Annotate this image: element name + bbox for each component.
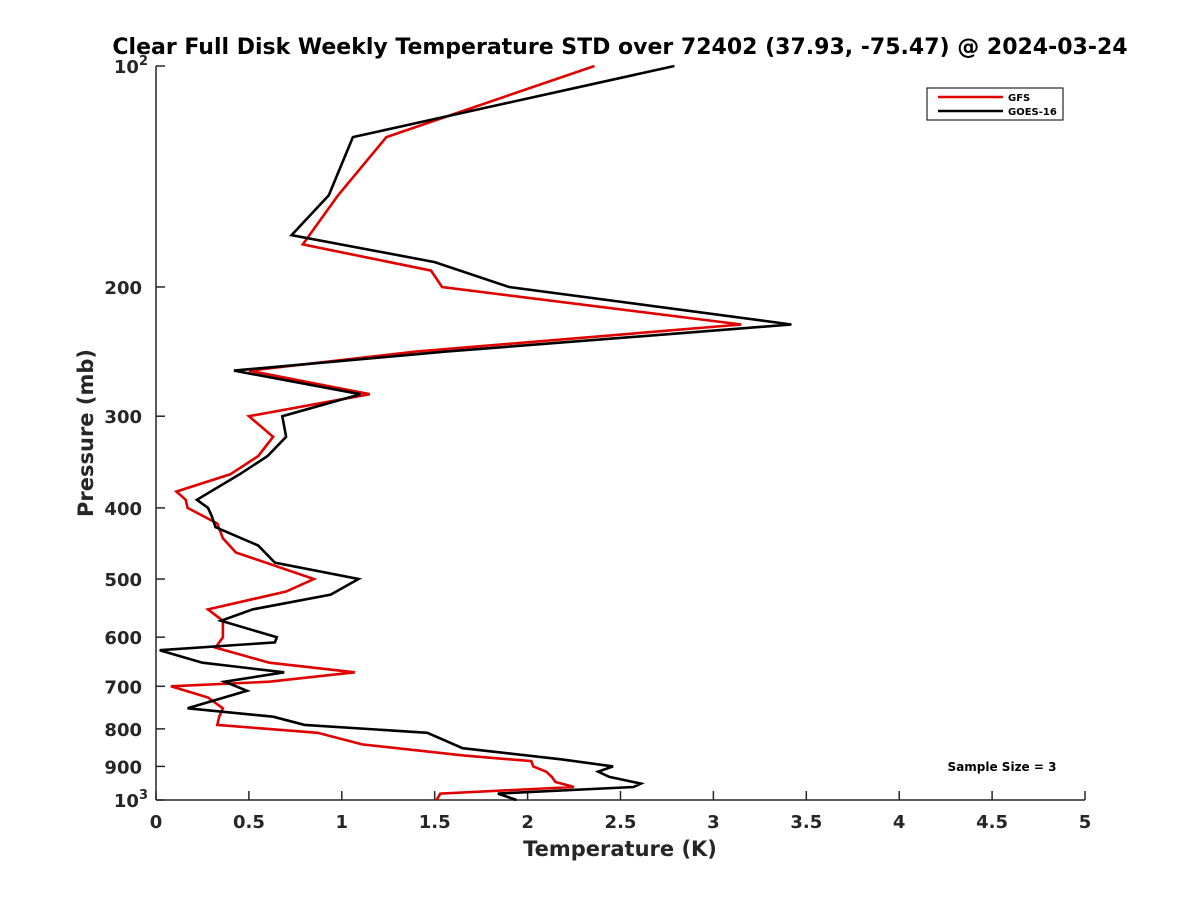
- legend-label-gfs: GFS: [1008, 93, 1030, 104]
- y-tick-label: 700: [104, 677, 142, 698]
- series-line-gfs: [170, 64, 742, 801]
- legend: GFS GOES-16: [926, 87, 1064, 121]
- series-line-goes-16: [159, 64, 792, 802]
- x-tick-label: 1: [336, 812, 349, 833]
- x-tick-label: 4: [893, 812, 906, 833]
- x-axis-label: Temperature (K): [523, 837, 717, 861]
- x-tick-label: 2: [521, 812, 534, 833]
- y-ticks: 102 200 300 400 500 600 700 800 900 103: [104, 54, 165, 812]
- x-tick-label: 4.5: [976, 812, 1008, 833]
- plot-area: 0 0.5 1 1.5 2 2.5 3 3.5 4 4.5 5 102 200 300 400 500 600…: [104, 54, 1091, 833]
- legend-box: [926, 87, 1064, 121]
- y-tick-label: 900: [104, 757, 142, 778]
- x-ticks: 0 0.5 1 1.5 2 2.5 3 3.5 4 4.5 5: [150, 791, 1092, 833]
- y-tick-label: 600: [104, 628, 142, 649]
- chart-title: Clear Full Disk Weekly Temperature STD o…: [112, 35, 1127, 60]
- y-tick-label: 200: [104, 278, 142, 299]
- y-tick-label: 800: [104, 720, 142, 741]
- y-axis-label: Pressure (mb): [74, 349, 98, 517]
- x-tick-label: 2.5: [605, 812, 637, 833]
- y-tick-label: 103: [114, 788, 148, 812]
- y-tick-label: 300: [104, 407, 142, 428]
- sample-size-annotation: Sample Size = 3: [948, 760, 1057, 774]
- legend-label-goes16: GOES-16: [1008, 107, 1057, 118]
- series-lines: [159, 64, 792, 802]
- y-tick-label: 400: [104, 499, 142, 520]
- y-tick-label: 500: [104, 570, 142, 591]
- x-tick-label: 0: [150, 812, 163, 833]
- x-tick-label: 3.5: [790, 812, 822, 833]
- x-tick-label: 3: [707, 812, 720, 833]
- x-tick-label: 1.5: [419, 812, 451, 833]
- x-tick-label: 5: [1079, 812, 1092, 833]
- x-tick-label: 0.5: [233, 812, 265, 833]
- y-tick-label: 102: [114, 54, 148, 78]
